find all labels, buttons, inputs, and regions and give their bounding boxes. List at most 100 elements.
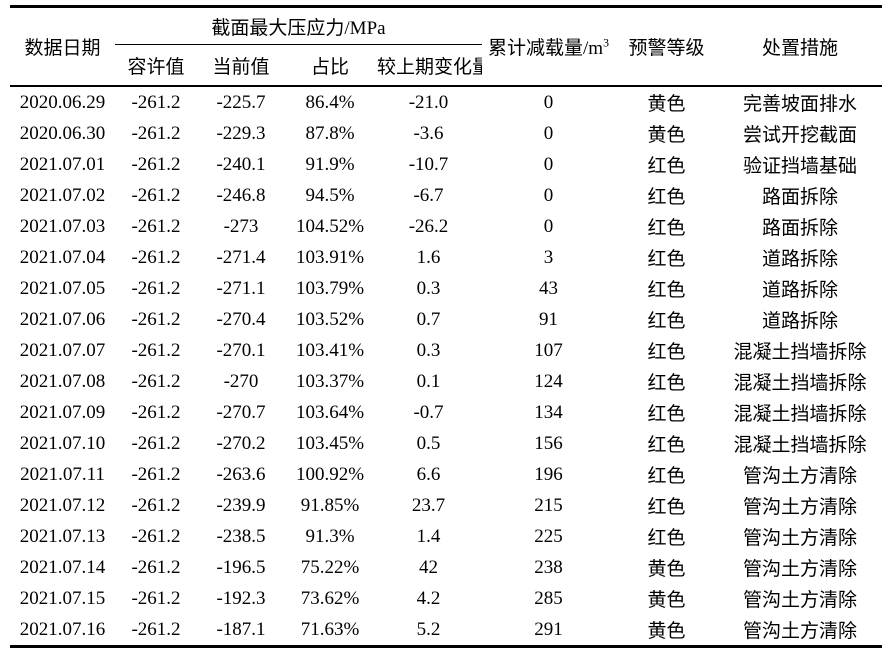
cell-current-value: -273	[223, 215, 259, 237]
table-row: 2021.07.06 -261.2 -270.4 103.52% 0.7 91 红色 道路拆除	[10, 304, 882, 335]
cell-disposal-measure: 尝试开挖截面	[742, 125, 857, 146]
cell-disposal-measure: 管沟土方清除	[742, 621, 857, 642]
cell-date: 2021.07.13	[19, 525, 106, 547]
col-header-allowable-value: 容许值	[115, 44, 197, 87]
cell-disposal-measure: 路面拆除	[761, 187, 838, 208]
cell-cumulative-unloading: 285	[534, 587, 563, 609]
cell-current-value: -271.1	[216, 277, 266, 299]
cell-date: 2021.07.04	[19, 246, 106, 268]
cell-allowable-value: -261.2	[131, 122, 181, 144]
cell-disposal-measure: 管沟土方清除	[742, 466, 857, 487]
cell-change-vs-prev: 0.1	[416, 370, 441, 392]
table-row: 2021.07.12 -261.2 -239.9 91.85% 23.7 215 红色 管沟土…	[10, 490, 882, 521]
col-header-change-vs-prev: 较上期变化量	[375, 44, 482, 87]
cell-disposal-measure: 道路拆除	[761, 311, 838, 332]
cubic-meter-superscript: 3	[603, 36, 609, 50]
cell-allowable-value: -261.2	[131, 618, 181, 640]
cell-disposal-measure: 完善坡面排水	[742, 94, 857, 115]
cell-allowable-value: -261.2	[131, 587, 181, 609]
cell-allowable-value: -261.2	[131, 246, 181, 268]
cell-change-vs-prev: -0.7	[413, 401, 444, 423]
cell-change-vs-prev: 4.2	[416, 587, 441, 609]
col-header-data-date: 数据日期	[10, 6, 115, 87]
cell-ratio: 91.9%	[305, 153, 355, 175]
cell-cumulative-unloading: 107	[534, 339, 563, 361]
cell-change-vs-prev: 23.7	[411, 494, 446, 516]
cell-ratio: 104.52%	[295, 215, 365, 237]
cell-current-value: -270.2	[216, 432, 266, 454]
cell-date: 2021.07.03	[19, 215, 106, 237]
cell-current-value: -240.1	[216, 153, 266, 175]
cell-current-value: -271.4	[216, 246, 266, 268]
cell-ratio: 103.64%	[295, 401, 365, 423]
cell-ratio: 103.79%	[295, 277, 365, 299]
cell-ratio: 75.22%	[300, 556, 360, 578]
col-header-max-compressive-stress-group: 截面最大压应力/MPa	[115, 6, 482, 45]
cell-date: 2021.07.06	[19, 308, 106, 330]
cell-change-vs-prev: 1.6	[416, 246, 441, 268]
cell-warning-level: 红色	[647, 280, 686, 301]
cell-change-vs-prev: 5.2	[416, 618, 441, 640]
cell-ratio: 87.8%	[305, 122, 355, 144]
cell-current-value: -238.5	[216, 525, 266, 547]
cell-cumulative-unloading: 225	[534, 525, 563, 547]
cell-change-vs-prev: 6.6	[416, 463, 441, 485]
cell-ratio: 103.37%	[295, 370, 365, 392]
cell-warning-level: 黄色	[647, 559, 686, 580]
cell-allowable-value: -261.2	[131, 184, 181, 206]
table-row: 2021.07.03 -261.2 -273 104.52% -26.2 0 红色 路面拆除	[10, 211, 882, 242]
cell-warning-level: 红色	[647, 404, 686, 425]
cell-change-vs-prev: 0.3	[416, 277, 441, 299]
cell-date: 2021.07.15	[19, 587, 106, 609]
table-row: 2021.07.01 -261.2 -240.1 91.9% -10.7 0 红色 验证挡墙基…	[10, 149, 882, 180]
cell-date: 2021.07.08	[19, 370, 106, 392]
table-row: 2020.06.30 -261.2 -229.3 87.8% -3.6 0 黄色 尝试开挖截面	[10, 118, 882, 149]
table-body: 2020.06.29 -261.2 -225.7 86.4% -21.0 0 黄色 完善坡面排…	[10, 86, 882, 647]
cell-ratio: 86.4%	[305, 91, 355, 113]
cell-change-vs-prev: -3.6	[413, 122, 444, 144]
cell-allowable-value: -261.2	[131, 463, 181, 485]
cell-change-vs-prev: 42	[419, 556, 438, 578]
cell-disposal-measure: 混凝土挡墙拆除	[733, 435, 867, 456]
cell-date: 2021.07.11	[20, 463, 105, 485]
col-header-ratio: 占比	[285, 44, 375, 87]
cell-change-vs-prev: -26.2	[408, 215, 449, 237]
cell-ratio: 100.92%	[295, 463, 365, 485]
cell-change-vs-prev: 1.4	[416, 525, 441, 547]
cell-allowable-value: -261.2	[131, 525, 181, 547]
cell-allowable-value: -261.2	[131, 432, 181, 454]
cell-date: 2021.07.07	[19, 339, 106, 361]
cell-allowable-value: -261.2	[131, 277, 181, 299]
cell-warning-level: 黄色	[647, 590, 686, 611]
cell-warning-level: 红色	[647, 156, 686, 177]
cell-warning-level: 红色	[647, 466, 686, 487]
cell-date: 2021.07.02	[19, 184, 106, 206]
cell-ratio: 103.41%	[295, 339, 365, 361]
cell-cumulative-unloading: 0	[543, 122, 554, 144]
cell-date: 2020.06.29	[19, 91, 106, 113]
cell-warning-level: 红色	[647, 249, 686, 270]
cell-warning-level: 红色	[647, 435, 686, 456]
cell-warning-level: 红色	[647, 187, 686, 208]
cell-date: 2021.07.05	[19, 277, 106, 299]
cell-disposal-measure: 混凝土挡墙拆除	[733, 373, 867, 394]
table-row: 2020.06.29 -261.2 -225.7 86.4% -21.0 0 黄色 完善坡面排…	[10, 86, 882, 118]
cell-date: 2021.07.14	[19, 556, 106, 578]
cell-warning-level: 红色	[647, 218, 686, 239]
cell-allowable-value: -261.2	[131, 339, 181, 361]
cell-cumulative-unloading: 0	[543, 153, 554, 175]
cell-cumulative-unloading: 91	[539, 308, 558, 330]
cell-current-value: -270	[223, 370, 259, 392]
cell-warning-level: 红色	[647, 373, 686, 394]
cell-disposal-measure: 管沟土方清除	[742, 497, 857, 518]
cell-disposal-measure: 验证挡墙基础	[742, 156, 857, 177]
cell-cumulative-unloading: 3	[543, 246, 554, 268]
cell-current-value: -225.7	[216, 91, 266, 113]
cell-ratio: 94.5%	[305, 184, 355, 206]
cell-cumulative-unloading: 0	[543, 91, 554, 113]
monitoring-data-table: 数据日期 截面最大压应力/MPa 累计减载量/m3 预警等级 处置措施 容许值 …	[10, 5, 882, 648]
cell-ratio: 91.85%	[300, 494, 360, 516]
table-row: 2021.07.16 -261.2 -187.1 71.63% 5.2 291 黄色 管沟土方…	[10, 614, 882, 647]
table-row: 2021.07.04 -261.2 -271.4 103.91% 1.6 3 红色 道路拆除	[10, 242, 882, 273]
